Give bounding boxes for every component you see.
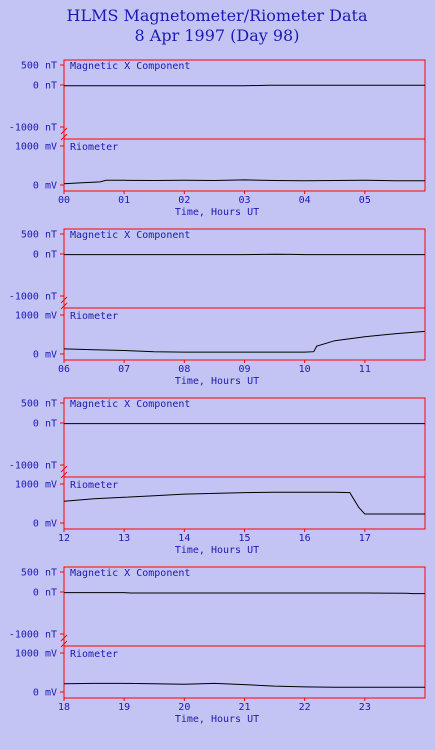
riometer-trace bbox=[64, 683, 425, 687]
riometer-y-tick-label: 1000 mV bbox=[15, 142, 57, 153]
riometer-series-name: Riometer bbox=[70, 142, 118, 153]
panel-1: 500 nT 0 nT -1000 nT 1000 mV 0 mV Magnetic X … bbox=[9, 229, 425, 387]
riometer-trace bbox=[64, 180, 425, 184]
x-tick-label: 19 bbox=[118, 702, 130, 713]
x-tick-label: 03 bbox=[238, 195, 250, 206]
magnetometer-y-tick-label: -1000 nT bbox=[9, 630, 57, 641]
x-tick-label: 01 bbox=[118, 195, 130, 206]
magnetometer-y-tick-label: 0 nT bbox=[33, 419, 57, 430]
x-tick-label: 05 bbox=[359, 195, 371, 206]
x-tick-label: 17 bbox=[359, 533, 371, 544]
riometer-trace bbox=[64, 331, 425, 352]
x-tick-label: 07 bbox=[118, 364, 130, 375]
magnetometer-series-name: Magnetic X Component bbox=[70, 230, 190, 241]
x-tick-label: 22 bbox=[299, 702, 311, 713]
riometer-y-tick-label: 0 mV bbox=[33, 519, 57, 530]
x-axis-label: Time, Hours UT bbox=[175, 207, 259, 218]
magnetometer-series-name: Magnetic X Component bbox=[70, 399, 190, 410]
riometer-series-name: Riometer bbox=[70, 311, 118, 322]
riometer-y-tick-label: 1000 mV bbox=[15, 649, 57, 660]
riometer-series-name: Riometer bbox=[70, 480, 118, 491]
chart-title: HLMS Magnetometer/Riometer Data bbox=[67, 6, 368, 25]
x-tick-label: 09 bbox=[238, 364, 250, 375]
riometer-series-name: Riometer bbox=[70, 649, 118, 660]
magnetometer-y-tick-label: 0 nT bbox=[33, 588, 57, 599]
magnetometer-trace bbox=[64, 593, 425, 594]
panel-2: 500 nT 0 nT -1000 nT 1000 mV 0 mV Magnetic X … bbox=[9, 398, 425, 556]
magnetometer-y-tick-label: 500 nT bbox=[21, 568, 57, 579]
x-tick-label: 08 bbox=[178, 364, 190, 375]
x-tick-label: 20 bbox=[178, 702, 190, 713]
riometer-y-tick-label: 0 mV bbox=[33, 350, 57, 361]
magnetometer-y-tick-label: 500 nT bbox=[21, 230, 57, 241]
x-tick-label: 14 bbox=[178, 533, 190, 544]
x-tick-label: 21 bbox=[238, 702, 250, 713]
panel-0: 500 nT 0 nT -1000 nT 1000 mV 0 mV Magnetic X … bbox=[9, 60, 425, 218]
x-tick-label: 10 bbox=[299, 364, 311, 375]
riometer-y-tick-label: 0 mV bbox=[33, 688, 57, 699]
magnetometer-y-tick-label: 500 nT bbox=[21, 399, 57, 410]
magnetometer-y-tick-label: -1000 nT bbox=[9, 292, 57, 303]
x-tick-label: 00 bbox=[58, 195, 70, 206]
x-tick-label: 16 bbox=[299, 533, 311, 544]
x-tick-label: 18 bbox=[58, 702, 70, 713]
magnetometer-trace bbox=[64, 85, 425, 86]
riometer-y-tick-label: 1000 mV bbox=[15, 311, 57, 322]
x-axis-label: Time, Hours UT bbox=[175, 376, 259, 387]
magnetometer-y-tick-label: -1000 nT bbox=[9, 461, 57, 472]
x-tick-label: 15 bbox=[238, 533, 250, 544]
x-tick-label: 11 bbox=[359, 364, 371, 375]
x-axis-label: Time, Hours UT bbox=[175, 714, 259, 725]
chart-subtitle: 8 Apr 1997 (Day 98) bbox=[135, 26, 300, 45]
x-tick-label: 12 bbox=[58, 533, 70, 544]
riometer-y-tick-label: 0 mV bbox=[33, 181, 57, 192]
magnetometer-y-tick-label: 0 nT bbox=[33, 250, 57, 261]
x-tick-label: 23 bbox=[359, 702, 371, 713]
panel-3: 500 nT 0 nT -1000 nT 1000 mV 0 mV Magnetic X … bbox=[9, 567, 425, 725]
magnetometer-series-name: Magnetic X Component bbox=[70, 568, 190, 579]
magnetometer-y-tick-label: -1000 nT bbox=[9, 123, 57, 134]
magnetometer-series-name: Magnetic X Component bbox=[70, 61, 190, 72]
x-tick-label: 04 bbox=[299, 195, 311, 206]
x-tick-label: 02 bbox=[178, 195, 190, 206]
magnetometer-y-tick-label: 500 nT bbox=[21, 61, 57, 72]
magnetometer-y-tick-label: 0 nT bbox=[33, 81, 57, 92]
riometer-y-tick-label: 1000 mV bbox=[15, 480, 57, 491]
riometer-trace bbox=[64, 492, 425, 514]
x-tick-label: 06 bbox=[58, 364, 70, 375]
x-axis-label: Time, Hours UT bbox=[175, 545, 259, 556]
x-tick-label: 13 bbox=[118, 533, 130, 544]
